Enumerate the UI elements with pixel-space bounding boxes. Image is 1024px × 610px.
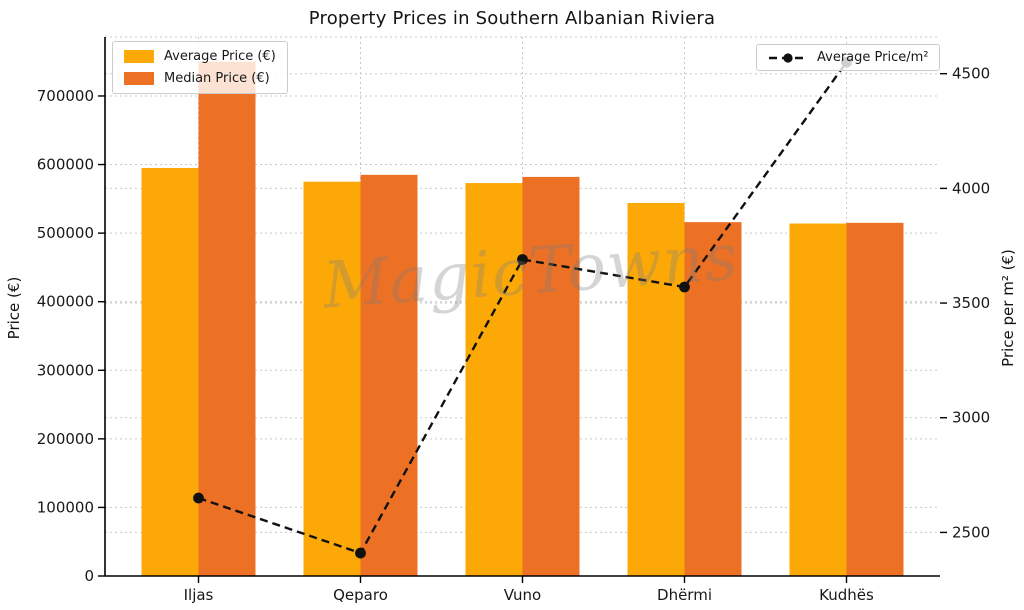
line-marker-Vuno <box>517 254 528 265</box>
left-tick-label-400000: 400000 <box>37 293 94 311</box>
bar-median-Dhërmi <box>684 222 742 577</box>
x-tick-label-Vuno: Vuno <box>504 586 541 604</box>
right-tick-label-4500: 4500 <box>952 65 990 83</box>
x-tick-label-Iljas: Iljas <box>184 586 214 604</box>
legend-line: Average Price/m² <box>756 44 941 71</box>
right-tick-label-4000: 4000 <box>952 179 990 197</box>
bar-median-Iljas <box>198 61 256 577</box>
right-tick-label-3000: 3000 <box>952 409 990 427</box>
left-tick-label-0: 0 <box>84 567 94 585</box>
bar-average-Vuno <box>465 183 523 576</box>
bar-average-Dhërmi <box>627 202 685 576</box>
line-marker-Iljas <box>193 492 204 504</box>
right-tick-label-2500: 2500 <box>952 523 990 541</box>
left-tick-label-300000: 300000 <box>37 361 94 379</box>
left-axis-label: Price (€) <box>5 276 23 340</box>
legend-entry-median-price: Median Price (€) <box>124 71 276 86</box>
legend-label-price-per-m2: Average Price/m² <box>817 50 929 65</box>
left-tick-label-200000: 200000 <box>37 430 94 448</box>
legend-entry-average-price: Average Price (€) <box>124 49 276 64</box>
bar-average-Iljas <box>141 167 199 576</box>
x-tick-label-Dhërmi: Dhërmi <box>657 586 712 604</box>
line-marker-Qeparo <box>355 547 366 559</box>
left-tick-label-700000: 700000 <box>37 87 94 105</box>
legend-bars: Average Price (€) Median Price (€) <box>112 41 288 94</box>
legend-label-median-price: Median Price (€) <box>164 71 270 86</box>
bar-median-Vuno <box>522 176 580 576</box>
right-axis-label: Price per m² (€) <box>999 249 1017 367</box>
left-tick-label-100000: 100000 <box>37 498 94 516</box>
x-tick-label-Kudhës: Kudhës <box>819 586 874 604</box>
x-tick-label-Qeparo: Qeparo <box>333 586 388 604</box>
median-price-swatch <box>124 72 154 85</box>
legend-label-average-price: Average Price (€) <box>164 49 276 64</box>
right-tick-label-3500: 3500 <box>952 294 990 312</box>
bar-median-Kudhës <box>846 222 904 576</box>
left-tick-label-500000: 500000 <box>37 224 94 242</box>
dashed-line-marker-icon <box>769 52 807 63</box>
left-tick-label-600000: 600000 <box>37 156 94 174</box>
average-price-swatch <box>124 50 154 63</box>
bar-median-Qeparo <box>360 174 418 576</box>
chart-title: Property Prices in Southern Albanian Riv… <box>308 8 716 29</box>
bar-average-Kudhës <box>789 223 847 576</box>
bar-average-Qeparo <box>303 181 361 576</box>
line-marker-Dhërmi <box>679 281 690 293</box>
